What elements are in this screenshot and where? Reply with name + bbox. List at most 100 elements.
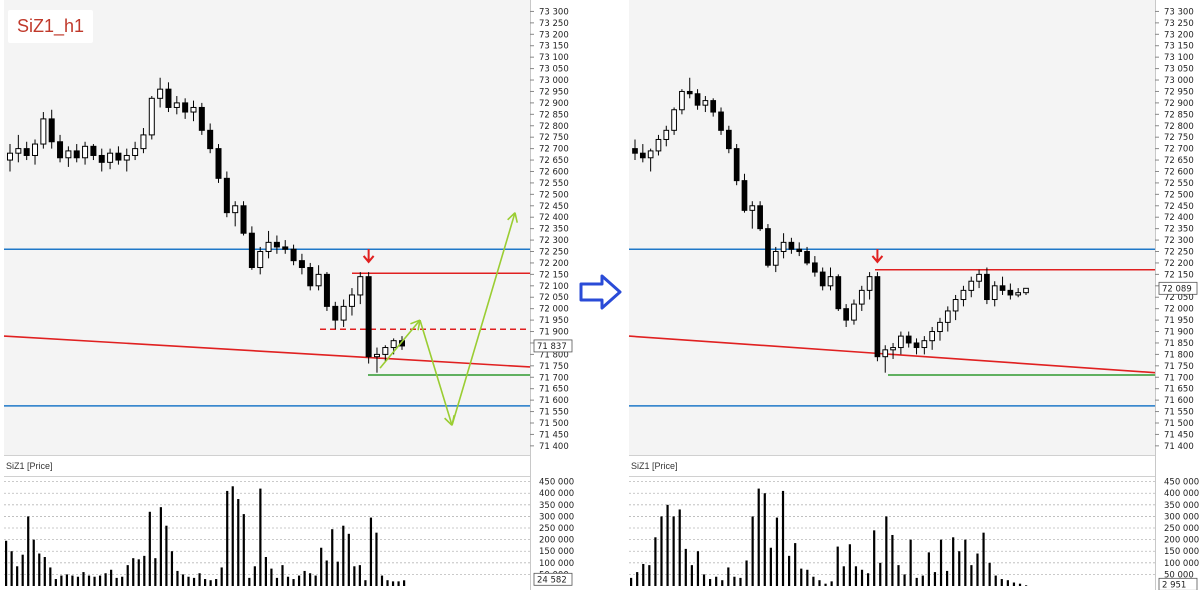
candle-body (348, 294, 355, 307)
volume-bar (915, 577, 918, 586)
price-tick-label: 72 500 (1164, 190, 1194, 200)
volume-bar (248, 577, 251, 586)
pane-divider (629, 455, 1200, 456)
volume-bar (331, 529, 334, 586)
volume-bar (71, 575, 74, 586)
trend-line (3, 335, 531, 368)
volume-bar (353, 566, 356, 586)
volume-bar (159, 507, 162, 586)
volume-bar (43, 557, 46, 586)
price-tick-label: 72 200 (539, 259, 569, 269)
volume-bar (702, 574, 706, 586)
price-tick-label: 73 000 (539, 76, 569, 86)
volume-bar (65, 574, 69, 586)
price-tick-label: 71 750 (539, 362, 569, 372)
price-tick-label: 71 400 (539, 442, 569, 452)
volume-bar (391, 581, 395, 586)
candle-body (65, 150, 72, 159)
price-axis[interactable] (530, 0, 576, 590)
volume-bar (154, 558, 157, 586)
candle-body (315, 273, 322, 287)
candle-body (390, 340, 397, 349)
candle-body (718, 111, 724, 131)
chart-panel-after: SiZ1 [Price] 71 400 71 450 71 500 71 550 71 … (625, 0, 1200, 590)
candle-body (98, 154, 105, 163)
volume-bar (303, 570, 306, 586)
price-tick-label: 72 400 (1164, 213, 1194, 223)
price-tick-label: 72 250 (1164, 248, 1194, 258)
volume-bar (215, 579, 218, 586)
price-tick-label: 72 550 (539, 179, 569, 189)
price-tick-label: 72 800 (539, 122, 569, 132)
volume-bar (854, 566, 858, 586)
volume-bar (660, 516, 663, 586)
candle-body (976, 273, 982, 282)
candle-body (6, 152, 14, 161)
volume-bar (909, 539, 912, 586)
current-volume-box (533, 572, 573, 586)
candle-body (663, 129, 670, 140)
candle-body (757, 205, 763, 230)
price-tick-label: 73 100 (1164, 53, 1194, 63)
current-price-box (1158, 281, 1198, 295)
volume-bar (132, 558, 135, 586)
price-tick-label: 72 650 (539, 156, 569, 166)
candle-body (82, 145, 89, 159)
price-tick-label: 71 950 (539, 316, 569, 326)
price-tick-label: 72 450 (1164, 202, 1194, 212)
volume-bar (775, 517, 779, 586)
candle-body (812, 262, 818, 273)
candle-body (307, 267, 314, 287)
pane-divider (4, 455, 575, 456)
candle-body (647, 150, 654, 159)
volume-bar (988, 562, 991, 586)
price-tick-label: 71 900 (539, 328, 569, 338)
volume-tick-label: 400 000 (539, 489, 574, 499)
volume-bar (842, 566, 845, 586)
candle-body (182, 102, 189, 113)
price-tick-label: 72 950 (1164, 87, 1194, 97)
price-axis[interactable] (1155, 0, 1200, 590)
volume-bar (1000, 579, 1003, 586)
candle-body (952, 299, 959, 312)
forecast-arrow-icon (507, 212, 519, 223)
volume-bar (87, 575, 91, 586)
price-caption: SiZ1 [Price] (631, 461, 678, 471)
price-tick-label: 71 550 (539, 408, 569, 418)
candle-body (819, 271, 826, 287)
candle-body (788, 241, 795, 250)
candle-body (365, 276, 372, 358)
volume-tick-label: 300 000 (1164, 512, 1199, 522)
volume-bar (848, 544, 851, 586)
volume-bar (733, 576, 736, 586)
candle-body (796, 248, 803, 253)
price-tick-label: 71 600 (1164, 396, 1194, 406)
candle-body (655, 138, 662, 152)
price-tick-label: 72 700 (1164, 145, 1194, 155)
volume-bar (49, 567, 52, 586)
candle-body (332, 305, 339, 321)
price-tick-label: 72 450 (539, 202, 569, 212)
candle-body (858, 289, 865, 305)
volume-bar (380, 575, 384, 586)
candle-body (240, 205, 247, 234)
volume-bar (10, 551, 13, 586)
volume-bar (297, 575, 301, 586)
candle-body (132, 148, 139, 156)
volume-bar (187, 576, 190, 586)
current-price-box (533, 339, 573, 353)
candle-body (851, 303, 857, 321)
volume-bar (709, 579, 712, 586)
candle-body (123, 154, 130, 161)
volume-bar (369, 517, 373, 586)
price-tick-label: 72 950 (539, 87, 569, 97)
candle-body (991, 285, 998, 301)
volume-bar (976, 553, 979, 586)
price-tick-label: 73 100 (539, 53, 569, 63)
price-plot-area[interactable] (629, 0, 1155, 455)
volume-bar (16, 566, 19, 586)
price-tick-label: 72 400 (539, 213, 569, 223)
volume-bar (818, 580, 821, 586)
volume-bar (994, 575, 997, 586)
price-plot-area[interactable] (4, 0, 530, 455)
